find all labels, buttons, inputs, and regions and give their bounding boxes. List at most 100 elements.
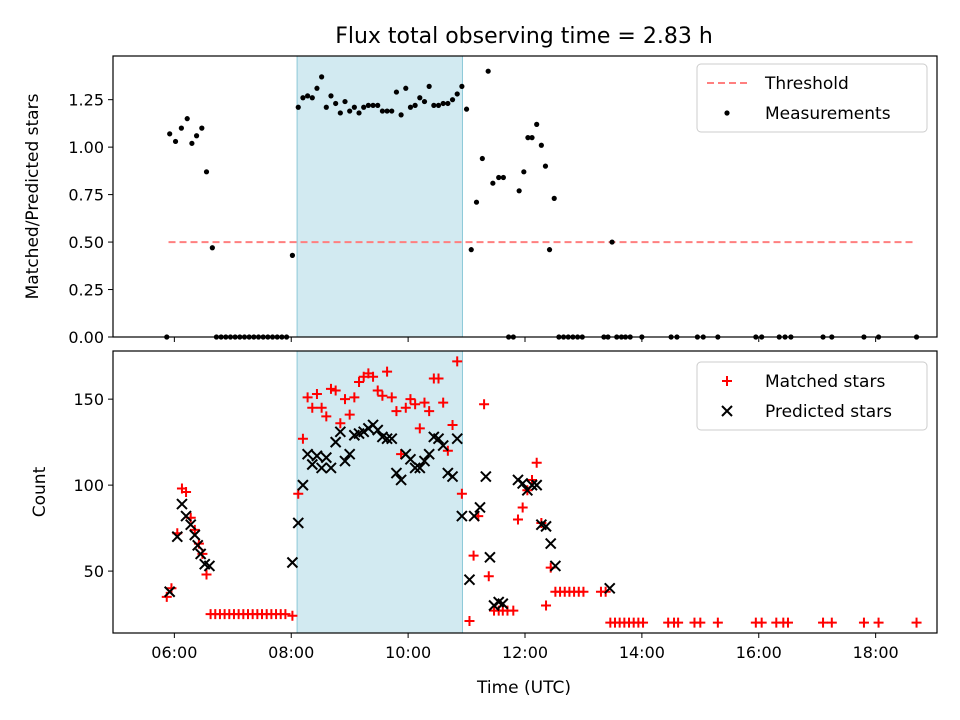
predicted-star-point: [468, 510, 480, 522]
measurement-point: [459, 83, 465, 89]
measurement-point: [189, 140, 195, 146]
x-tick-label: 12:00: [502, 643, 548, 662]
measurement-point: [314, 85, 320, 91]
predicted-star-point: [604, 582, 616, 595]
y-tick-label: 0.50: [68, 233, 104, 252]
measurement-point: [184, 116, 190, 122]
predicted-star-point: [180, 510, 192, 522]
measurement-point: [496, 174, 502, 181]
legend-measurements-swatch: [724, 110, 730, 116]
matched-star-point: [377, 390, 388, 401]
matched-star-point: [321, 411, 332, 422]
predicted-star-point: [545, 537, 557, 550]
measurement-point: [546, 247, 553, 253]
predicted-star-point: [185, 518, 197, 531]
matched-star-point: [756, 617, 767, 628]
measurement-point: [490, 180, 496, 186]
predicted-star-point: [423, 448, 435, 460]
matched-star-point: [181, 487, 192, 497]
measurement-point: [454, 91, 460, 97]
matched-star-point: [344, 409, 355, 420]
measurement-point: [435, 102, 442, 108]
matched-star-point: [712, 617, 723, 628]
matched-star-point: [391, 406, 402, 417]
y-tick-label: 0.25: [68, 281, 104, 300]
axes-frame: [112, 350, 938, 634]
measurement-point: [178, 125, 184, 131]
matched-star-point: [302, 392, 313, 403]
legend-label: Measurements: [765, 104, 891, 124]
matched-star-point: [638, 617, 649, 628]
measurement-point: [468, 247, 474, 253]
measurement-point: [389, 108, 395, 114]
matched-star-point: [541, 600, 552, 611]
measurement-point: [516, 188, 522, 194]
measurement-point: [295, 104, 301, 110]
measurement-point: [431, 102, 437, 108]
matched-star-point: [424, 406, 435, 417]
measurement-point: [328, 93, 334, 99]
figure-title: Flux total observing time = 2.83 h: [335, 24, 713, 49]
predicted-star-point: [343, 448, 356, 460]
measurement-point: [193, 133, 200, 139]
predicted-star-point: [329, 436, 342, 448]
measurement-point: [521, 169, 527, 175]
matched-star-point: [419, 397, 430, 408]
measurement-point: [407, 104, 414, 110]
measurement-point: [393, 89, 400, 95]
matched-star-point: [297, 433, 308, 444]
y-tick-label: 100: [73, 476, 104, 495]
matched-star-point: [166, 583, 177, 594]
matched-star-point: [368, 371, 379, 382]
matched-star-point: [307, 402, 318, 413]
matched-star-point: [386, 392, 397, 403]
matched-star-point: [464, 615, 475, 626]
measurement-point: [347, 108, 353, 114]
measurement-point: [449, 97, 456, 103]
y-tick-label: 50: [84, 562, 104, 581]
measurement-point: [403, 85, 409, 91]
measurement-point: [379, 108, 386, 114]
matched-star-point: [826, 617, 837, 628]
predicted-star-point: [437, 439, 449, 452]
measurement-point: [426, 83, 432, 89]
x-axis-label: Time (UTC): [476, 678, 571, 698]
matched-star-point: [695, 617, 706, 628]
measurement-point: [289, 252, 296, 258]
matched-star-point: [335, 418, 346, 429]
x-tick-label: 08:00: [268, 643, 314, 662]
measurement-point: [398, 112, 404, 118]
legend-box: [696, 63, 928, 133]
legend-label: Predicted stars: [765, 402, 892, 422]
predicted-star-point: [497, 598, 509, 610]
predicted-star-point: [463, 573, 476, 586]
matched-star-point: [452, 356, 463, 367]
predicted-star-point: [301, 448, 314, 460]
predicted-star-point: [540, 520, 552, 533]
measurement-point: [538, 142, 544, 148]
predicted-star-point: [286, 556, 299, 569]
measurement-point: [417, 95, 423, 101]
matched-star-point: [287, 610, 298, 621]
predicted-star-point: [480, 470, 492, 483]
predicted-star-point: [292, 517, 304, 529]
y-axis-label: Matched/Predicted stars: [23, 93, 43, 299]
matched-star-point: [280, 609, 291, 620]
legend-label: Matched stars: [765, 372, 885, 392]
measurement-point: [421, 98, 428, 105]
predicted-star-point: [339, 455, 351, 467]
predicted-star-point: [451, 432, 463, 445]
measurement-point: [375, 102, 381, 108]
matched-star-point: [673, 617, 684, 628]
legend-matched-swatch: [722, 376, 732, 386]
predicted-star-point: [526, 479, 538, 491]
matched-star-point: [508, 605, 519, 616]
measurement-point: [365, 102, 371, 108]
x-tick-label: 06:00: [151, 643, 197, 662]
measurement-point: [167, 131, 173, 137]
predicted-star-point: [176, 498, 188, 510]
x-tick-label: 16:00: [736, 643, 782, 662]
predicted-star-point: [320, 451, 333, 464]
predicted-star-point: [372, 424, 384, 436]
measurement-point: [209, 245, 215, 251]
